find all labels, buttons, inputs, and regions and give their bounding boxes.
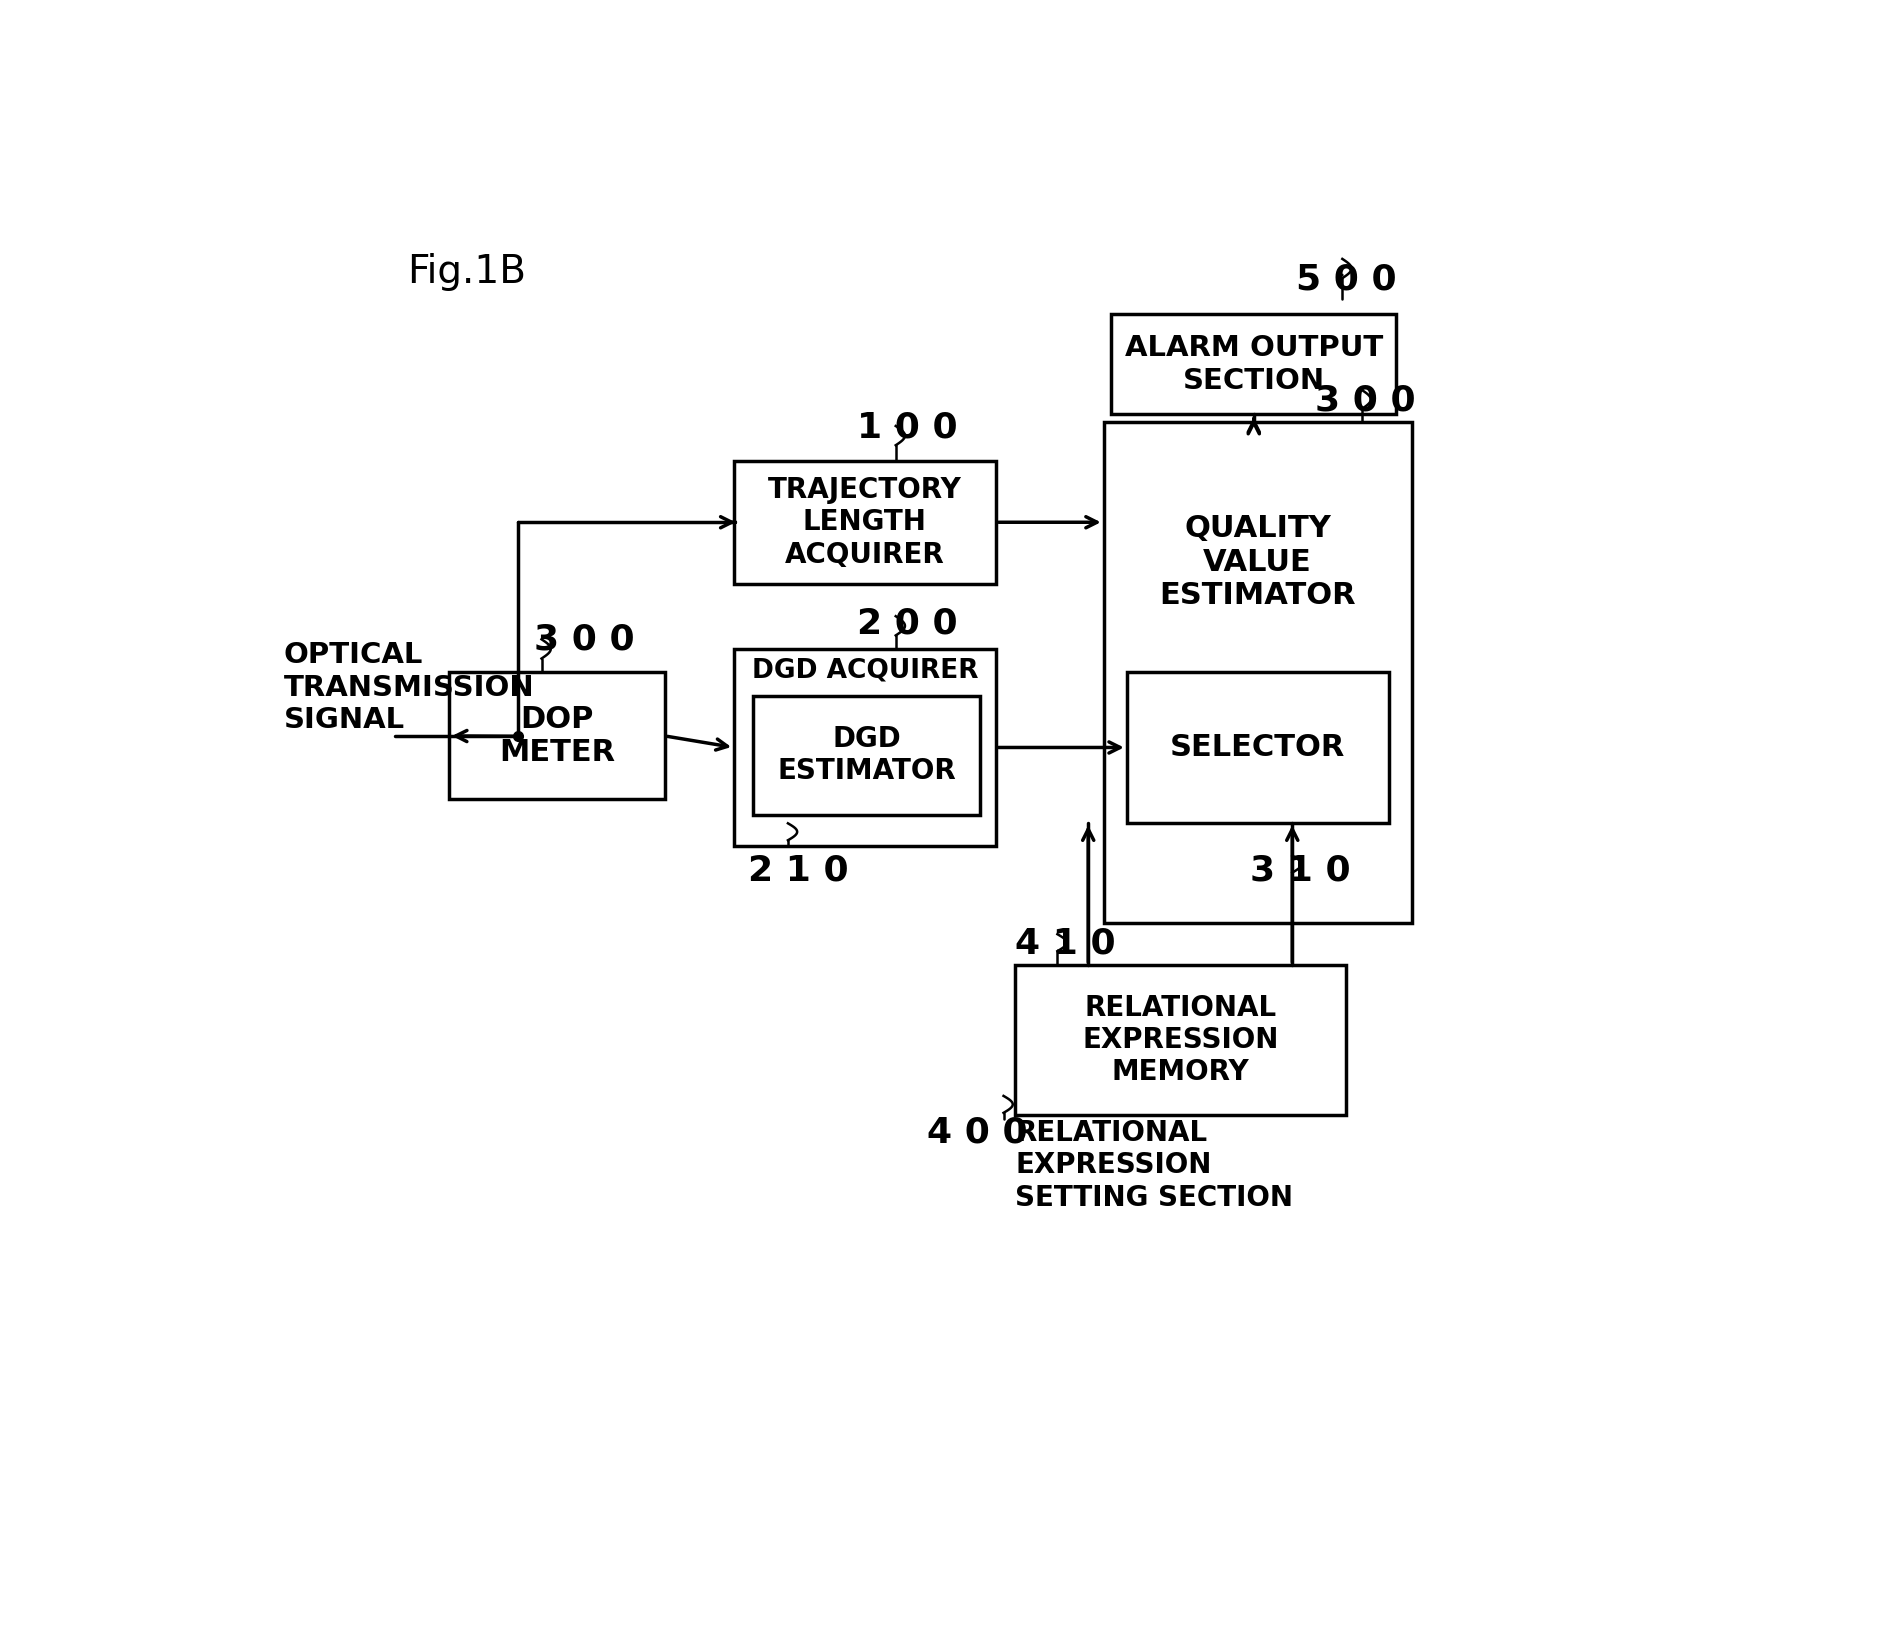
Bar [1128,673,1389,822]
Text: Fig.1B: Fig.1B [407,254,526,291]
Text: 3 0 0: 3 0 0 [534,622,634,656]
Bar [753,696,980,814]
Bar [1016,965,1347,1115]
Text: 2 1 0: 2 1 0 [747,853,848,887]
Text: 4 1 0: 4 1 0 [1016,926,1116,960]
Text: 2 0 0: 2 0 0 [857,608,957,640]
Text: 5 0 0: 5 0 0 [1296,263,1396,297]
Text: RELATIONAL
EXPRESSION
SETTING SECTION: RELATIONAL EXPRESSION SETTING SECTION [1016,1120,1292,1212]
Text: DGD ACQUIRER: DGD ACQUIRER [751,658,978,684]
Text: 4 0 0: 4 0 0 [927,1115,1027,1149]
Text: 1 0 0: 1 0 0 [857,411,957,445]
Bar [1111,314,1396,414]
Text: SELECTOR: SELECTOR [1169,733,1345,762]
Text: TRAJECTORY
LENGTH
ACQUIRER: TRAJECTORY LENGTH ACQUIRER [768,476,961,569]
Text: OPTICAL
TRANSMISSION
SIGNAL: OPTICAL TRANSMISSION SIGNAL [284,642,534,734]
Text: RELATIONAL
EXPRESSION
MEMORY: RELATIONAL EXPRESSION MEMORY [1082,993,1279,1087]
Text: DOP
METER: DOP METER [499,705,615,767]
Text: QUALITY
VALUE
ESTIMATOR: QUALITY VALUE ESTIMATOR [1160,514,1357,611]
Bar [734,460,995,583]
Bar [734,650,995,845]
Bar [1103,422,1411,923]
Text: ALARM OUTPUT
SECTION: ALARM OUTPUT SECTION [1124,335,1383,395]
Text: DGD
ESTIMATOR: DGD ESTIMATOR [778,725,955,785]
Text: 3 0 0: 3 0 0 [1315,384,1415,418]
Bar [448,673,664,800]
Text: 3 1 0: 3 1 0 [1251,853,1351,887]
